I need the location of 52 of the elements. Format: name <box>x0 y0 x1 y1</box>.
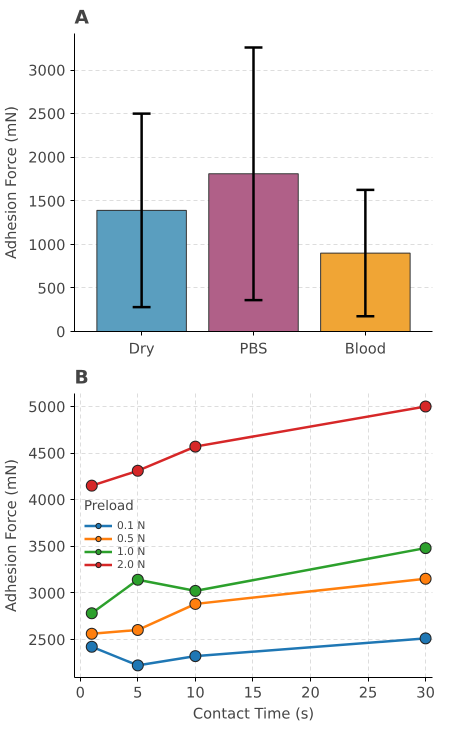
point <box>189 598 202 610</box>
legend-label: 0.5 N <box>117 532 146 545</box>
point <box>132 659 144 672</box>
point <box>420 572 432 585</box>
point <box>132 464 144 477</box>
y-tick-label: 5000 <box>28 399 66 416</box>
point <box>86 640 98 653</box>
y-tick-label: 500 <box>38 280 66 298</box>
y-tick-label: 3000 <box>28 62 66 80</box>
x-tick-label: PBS <box>240 340 268 358</box>
x-axis-title: Contact Time (s) <box>192 706 314 722</box>
x-tick-label: 0 <box>76 684 85 702</box>
y-axis-title: Adhesion Force (mN) <box>3 458 20 612</box>
bar <box>96 210 187 332</box>
x-tick-label: 15 <box>244 684 262 702</box>
y-tick-label: 1500 <box>28 193 66 210</box>
x-tick-label: 30 <box>416 684 435 702</box>
x-tick-label: 10 <box>186 684 205 702</box>
x-tick-label: 20 <box>301 684 320 702</box>
point <box>86 480 98 492</box>
legend-label: 1.0 N <box>117 545 146 558</box>
y-tick-label: 2500 <box>28 106 66 124</box>
y-tick-label: 2500 <box>28 632 66 649</box>
y-tick-label: 1000 <box>28 236 66 254</box>
chart-title: A <box>74 8 90 28</box>
point <box>86 628 98 640</box>
point <box>189 650 202 662</box>
bar <box>208 173 299 332</box>
point <box>420 542 432 554</box>
y-tick-label: 3500 <box>28 538 66 556</box>
legend-label: 2.0 N <box>117 558 146 571</box>
point <box>86 607 98 620</box>
y-tick-label: 3000 <box>28 585 66 602</box>
point <box>132 624 144 636</box>
y-axis-title: Adhesion Force (mN) <box>3 106 20 259</box>
y-tick-label: 0 <box>56 324 66 341</box>
point <box>132 574 144 586</box>
y-tick-label: 4500 <box>28 446 66 463</box>
legend-title: Preload <box>84 499 135 514</box>
point <box>420 632 432 644</box>
x-tick-label: Blood <box>344 340 386 358</box>
point <box>420 400 432 413</box>
x-tick-label: 5 <box>133 684 142 702</box>
x-tick-label: 25 <box>358 684 378 702</box>
y-tick-label: 4000 <box>28 492 66 510</box>
chart-title: B <box>74 368 89 388</box>
x-tick-label: Dry <box>128 340 155 358</box>
point <box>189 584 202 597</box>
bar <box>320 252 411 332</box>
point <box>189 440 202 453</box>
legend-label: 0.1 N <box>117 519 146 532</box>
y-tick-label: 2000 <box>28 150 66 167</box>
